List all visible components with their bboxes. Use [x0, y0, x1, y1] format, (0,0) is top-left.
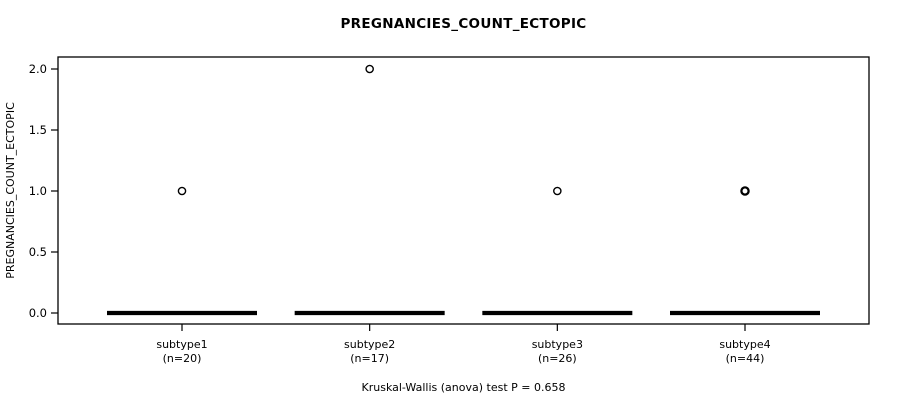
y-tick-label: 1.5 — [29, 123, 47, 137]
x-group-label: subtype3 — [532, 338, 583, 351]
y-tick-label: 0.0 — [29, 306, 47, 320]
x-group-label: subtype1 — [156, 338, 207, 351]
stat-test-footer: Kruskal-Wallis (anova) test P = 0.658 — [361, 381, 566, 394]
x-group-sublabel: (n=44) — [726, 352, 765, 365]
y-axis-label: PREGNANCIES_COUNT_ECTOPIC — [4, 102, 17, 279]
plot-border — [57, 56, 870, 325]
x-group-label: subtype2 — [344, 338, 395, 351]
outlier-point — [740, 186, 750, 196]
x-group-label: subtype4 — [719, 338, 770, 351]
x-group-sublabel: (n=17) — [350, 352, 389, 365]
y-tick-label: 2.0 — [29, 62, 47, 76]
x-group-sublabel: (n=20) — [163, 352, 202, 365]
outlier-point — [553, 186, 562, 196]
x-group-sublabel: (n=26) — [538, 352, 577, 365]
y-tick-label: 1.0 — [29, 184, 47, 198]
outlier-point — [365, 64, 374, 74]
outlier-point — [177, 186, 187, 196]
y-tick-label: 0.5 — [29, 245, 47, 259]
chart-title: PREGNANCIES_COUNT_ECTOPIC — [340, 16, 587, 32]
